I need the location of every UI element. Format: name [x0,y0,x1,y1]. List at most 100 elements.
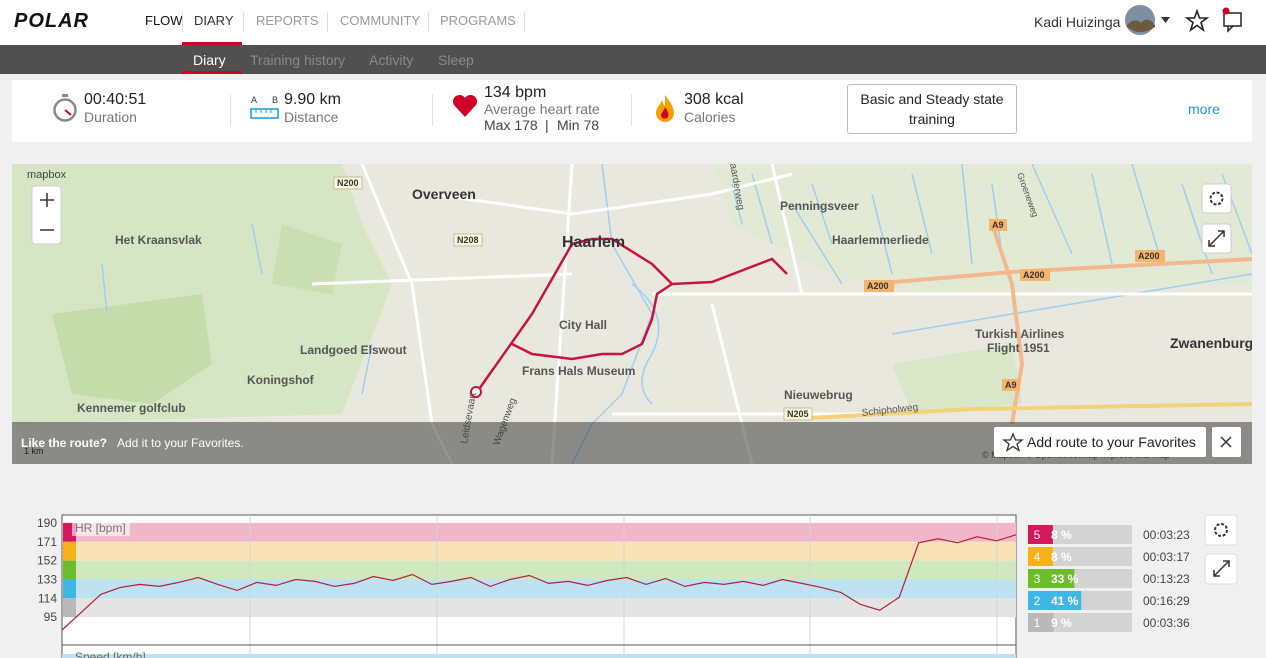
zone-number: 4 [1034,550,1041,564]
map-label: Haarlemmerliede [832,233,929,247]
distance-value: 9.90 km [284,91,341,108]
zone-number: 1 [1034,616,1041,630]
favorites-icon[interactable] [1184,8,1210,33]
road-shield: A9 [992,220,1004,230]
zone-band [76,522,1016,542]
map-label: Nieuwebrug [784,388,853,402]
dropdown-arrow[interactable] [1161,17,1170,23]
separator [243,12,244,32]
y-tick-label: 95 [44,610,58,624]
heart-icon [452,94,478,117]
add-favorites-button[interactable] [994,427,1206,457]
road-shields: N200 N208 A200 A200 A200 A9 A9 N205 [333,176,1165,421]
zone-band [76,579,1016,599]
hr-max: Max 178 [484,117,538,133]
zone-number: 2 [1034,594,1041,608]
zone-marker [63,579,76,599]
zone-number-box [1028,569,1046,588]
messages-tail [1227,25,1234,33]
hr-separator: | [545,117,549,133]
zoom-in[interactable] [40,193,54,207]
y-tick-label: 133 [37,572,57,586]
brand: POLAR [14,10,89,32]
hr-chart: Speed [km/h] 95 114 133 152 171 190 HR [bpm] 5 8… [37,514,1238,658]
road-shield: A200 [1023,270,1045,280]
chart-settings[interactable] [1204,514,1238,546]
sub-nav-item[interactable]: Activity [369,52,414,68]
star-icon [1002,432,1024,453]
road-shield: A9 [1005,380,1017,390]
zone-number-box [1028,613,1046,632]
zone-band [76,560,1016,580]
zone-time: 00:16:29 [1143,594,1190,608]
sub-nav-item[interactable]: Sleep [438,52,474,68]
map-label: Frans Hals Museum [522,364,635,378]
map-label: Flight 1951 [987,341,1050,355]
hr-value: 134 bpm [484,84,547,101]
road-shield: N200 [337,178,359,188]
separator [432,94,433,126]
route-start [470,386,482,398]
zone-bar [1046,525,1053,544]
sport-profile: Basic and Steady state training [860,91,1004,127]
zone-bar-bg [1046,547,1132,566]
zone-time: 00:13:23 [1143,572,1190,586]
zone-bar [1046,591,1082,610]
sport-profile-button[interactable]: Basic and Steady state training [847,84,1017,134]
zone-bar [1046,569,1075,588]
zone-bar-bg [1046,613,1132,632]
brand-logo[interactable]: POLAR [14,10,130,32]
road-shield: N205 [787,409,809,419]
nav-item[interactable]: DIARY [194,13,234,28]
speed-band [62,654,1016,658]
user-name[interactable]: Kadi Huizinga [1034,14,1121,30]
hr-line [61,534,1017,631]
distance-b: B [272,95,279,105]
nav-item[interactable]: REPORTS [256,13,319,28]
calories-value: 308 kcal [684,91,744,108]
map-label: City Hall [559,318,607,332]
map-label: Haarlem [562,234,625,251]
nav-item[interactable]: COMMUNITY [340,13,421,28]
road-shield: N208 [457,235,479,245]
hr-label: Average heart rate [484,101,600,117]
calories-icon [656,95,674,122]
expand-icon [1208,230,1225,247]
calories-label: Calories [684,109,736,125]
map-label: Zwanenburg [1170,335,1252,351]
zone-number: 5 [1034,528,1041,542]
zone-percent: 41 % [1051,594,1079,608]
map-label: Landgoed Elswout [300,343,407,357]
y-tick-label: 190 [37,516,57,530]
expand-icon [1213,560,1230,577]
gear-icon [1214,523,1228,537]
zone-number: 3 [1034,572,1041,586]
zone-number-box [1028,547,1046,566]
sub-nav-item[interactable]: Diary [193,52,226,68]
more-link[interactable]: more [1188,101,1220,117]
sub-nav-item[interactable]: Training history [250,52,346,68]
close-icon [1220,436,1232,448]
zone-marker [63,598,76,618]
zone-percent: 33 % [1051,572,1079,586]
distance-label: Distance [284,109,339,125]
zone-number-box [1028,525,1046,544]
nav-item[interactable]: FLOW [145,13,183,28]
zone-band [76,541,1016,561]
map-label: Kennemer golfclub [77,401,186,415]
map-label: Overveen [412,186,476,202]
route-map[interactable]: Overveen Haarlem Penningsveer Haarlemmer… [12,164,1252,464]
hr-min: Min 78 [557,117,600,133]
active-indicator [182,42,242,45]
separator [428,12,429,32]
gear-icon [1209,191,1224,206]
zone-bar [1046,613,1054,632]
duration-label: Duration [84,109,137,125]
map-scale: 1 km [24,446,44,456]
zone-time: 00:03:17 [1143,550,1190,564]
notification-dot [1222,7,1230,15]
zone-percent: 8 % [1051,550,1072,564]
map-settings[interactable] [1201,183,1232,214]
messages-icon[interactable] [1223,12,1242,27]
nav-item[interactable]: PROGRAMS [440,13,516,28]
